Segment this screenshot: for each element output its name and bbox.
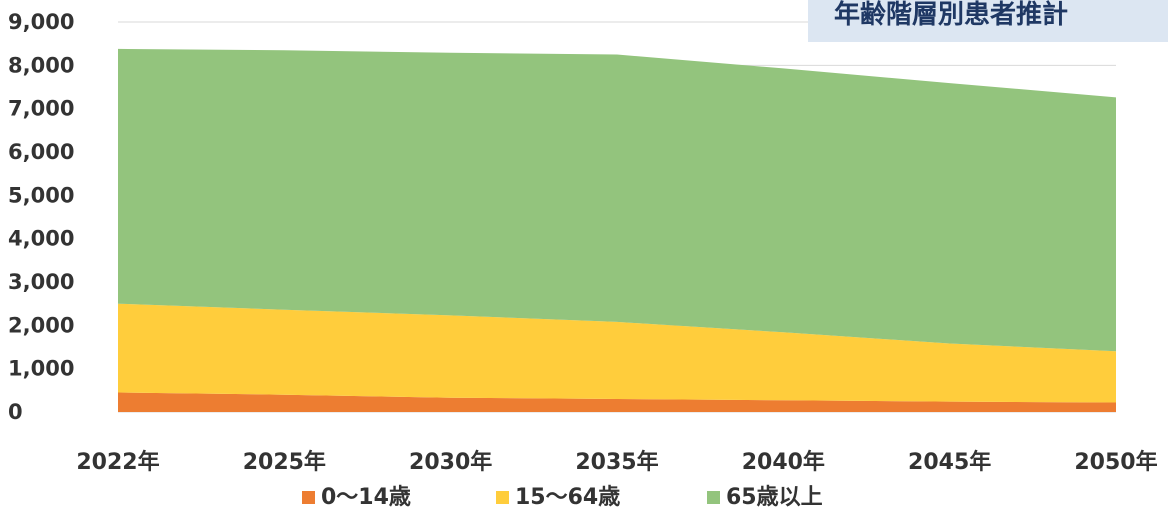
y-tick-label: 4,000 [8, 227, 74, 251]
legend-swatch [302, 491, 315, 504]
x-tick-label: 2025年 [243, 449, 326, 475]
x-axis-ticks: 2022年 2025年 2030年 2035年 2040年 2045年 2050年 [76, 449, 1157, 475]
legend: 0〜14歳 15〜64歳 65歳以上 [302, 485, 823, 510]
y-tick-label: 6,000 [8, 140, 74, 164]
y-tick-label: 7,000 [8, 97, 74, 121]
x-tick-label: 2030年 [409, 449, 492, 475]
legend-swatch [496, 491, 509, 504]
area-series [118, 303, 1116, 403]
legend-label: 65歳以上 [726, 485, 823, 510]
stacked-areas [118, 48, 1116, 412]
chart-title: 年齢階層別患者推計 [834, 0, 1069, 30]
x-tick-label: 2045年 [908, 449, 991, 475]
y-axis-ticks: 0 1,000 2,000 3,000 4,000 5,000 6,000 7,000 8,00… [8, 10, 74, 424]
x-tick-label: 2050年 [1074, 449, 1157, 475]
y-tick-label: 0 [8, 400, 23, 424]
x-tick-label: 2035年 [575, 449, 658, 475]
chart-title-box: 年齢階層別患者推計 [808, 0, 1168, 42]
y-tick-label: 3,000 [8, 270, 74, 294]
legend-label: 15〜64歳 [515, 485, 620, 510]
y-tick-label: 9,000 [8, 10, 74, 34]
area-series [118, 48, 1116, 352]
legend-swatch [707, 491, 720, 504]
area-series [118, 392, 1116, 412]
y-tick-label: 5,000 [8, 183, 74, 207]
x-tick-label: 2022年 [76, 449, 159, 475]
y-tick-label: 8,000 [8, 53, 74, 77]
legend-label: 0〜14歳 [321, 485, 411, 510]
y-tick-label: 2,000 [8, 313, 74, 337]
y-tick-label: 1,000 [8, 357, 74, 381]
x-tick-label: 2040年 [742, 449, 825, 475]
